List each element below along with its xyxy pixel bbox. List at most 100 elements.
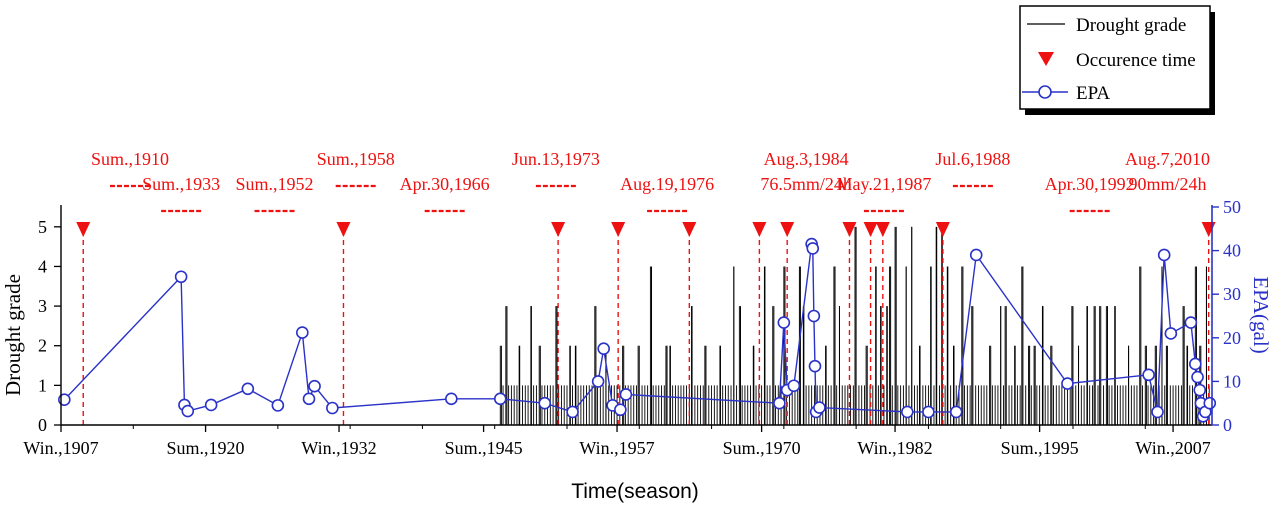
y-left-tick-label: 1: [38, 375, 47, 395]
y-axis-left-title: Drought grade: [1, 274, 25, 396]
epa-point: [922, 405, 935, 419]
event-label: Aug.7,2010: [1125, 149, 1210, 169]
epa-point: [1164, 327, 1178, 340]
y-right-tick-label: 40: [1223, 241, 1241, 261]
occurrence-marker: [336, 222, 351, 237]
epa-point: [1151, 405, 1164, 419]
legend: Drought grade Occurence time EPA: [1019, 5, 1215, 115]
y-right-tick-label: 20: [1223, 328, 1241, 348]
occurrence-marker: [863, 222, 878, 237]
epa-point: [773, 396, 786, 410]
y-right-tick-label: 50: [1223, 197, 1241, 217]
x-tick-label: Sum.,1945: [445, 438, 523, 458]
event-label: Sum.,1952: [236, 174, 314, 194]
epa-point: [302, 392, 316, 406]
epa-point: [808, 359, 822, 373]
x-tick-label: Win.,1957: [579, 438, 654, 458]
epa-point: [326, 401, 339, 415]
event-label: Apr.30,1992: [1045, 174, 1135, 194]
y-right-tick-label: 10: [1223, 371, 1241, 391]
epa-point: [597, 342, 610, 356]
epa-series: [58, 237, 1217, 423]
event-label: Aug.3,1984: [764, 149, 849, 169]
x-tick-label: Win.,1907: [23, 438, 98, 458]
epa-point: [787, 379, 801, 393]
epa-point: [566, 405, 579, 419]
epa-point: [174, 270, 188, 284]
occurrence-marker: [682, 222, 697, 237]
event-label: Apr.30,1966: [400, 174, 490, 194]
event-label: Aug.19,1976: [620, 174, 714, 194]
occurrence-marker: [76, 222, 91, 237]
epa-point: [1142, 368, 1155, 382]
legend-epa-label: EPA: [1076, 83, 1110, 104]
epa-point: [813, 401, 826, 414]
event-label: Jul.6,1988: [935, 149, 1010, 169]
epa-point: [614, 403, 627, 417]
y-left-tick-label: 5: [38, 217, 47, 237]
epa-point: [949, 405, 963, 419]
epa-point: [619, 388, 633, 401]
occurrence-marker: [551, 222, 566, 237]
x-tick-label: Sum.,1920: [167, 438, 245, 458]
y-right-tick-label: 30: [1223, 284, 1241, 304]
y-axis-right-title: EPA(gal): [1249, 276, 1273, 353]
epa-point: [1184, 316, 1198, 329]
event-label: 76.5mm/24h: [760, 174, 852, 194]
epa-point: [777, 316, 791, 329]
epa-point: [296, 326, 309, 339]
legend-occurrence-label: Occurence time: [1076, 50, 1196, 71]
epa-point: [591, 375, 605, 388]
occurrence-marker: [780, 222, 795, 237]
y-left-tick-label: 4: [38, 256, 47, 276]
occurrence-marker: [752, 222, 767, 237]
legend-drought-label: Drought grade: [1076, 15, 1186, 36]
epa-point: [807, 309, 821, 323]
epa-point: [493, 392, 507, 406]
event-label: Sum.,1958: [317, 149, 395, 169]
event-label: Sum.,1933: [142, 174, 220, 194]
epa-point: [1061, 377, 1074, 390]
epa-point: [538, 396, 552, 410]
event-label: May.21,1987: [837, 174, 932, 194]
y-right-tick-label: 0: [1223, 415, 1232, 435]
x-tick-label: Sum.,1970: [723, 438, 801, 458]
occurrence-marker: [611, 222, 626, 237]
legend-epa-swatch-marker: [1038, 85, 1052, 99]
occurrence-marker: [875, 222, 890, 237]
epa-point: [271, 399, 285, 412]
epa-point: [900, 405, 914, 419]
y-left-tick-label: 3: [38, 296, 47, 316]
epa-point: [1203, 396, 1217, 410]
drought-bars: [499, 226, 1213, 425]
x-tick-label: Sum.,1995: [1001, 438, 1079, 458]
occurrence-lines: [76, 222, 1216, 425]
legend-occurrence-marker: [1038, 52, 1054, 66]
x-tick-label: Win.,1932: [301, 438, 376, 458]
x-tick-label: Win.,2007: [1135, 438, 1210, 458]
epa-point: [1193, 383, 1207, 397]
occurrence-marker: [842, 222, 857, 237]
x-tick-label: Win.,1982: [857, 438, 932, 458]
epa-line: [63, 243, 1211, 419]
event-label: 90mm/24h: [1129, 174, 1207, 194]
epa-point: [1189, 357, 1202, 371]
epa-point: [445, 392, 458, 406]
epa-point: [1191, 370, 1204, 384]
epa-point: [969, 248, 983, 262]
event-label: Jun.13,1973: [512, 149, 600, 169]
epa-point: [241, 382, 255, 396]
occurrence-marker: [935, 222, 950, 237]
epa-point: [181, 404, 195, 418]
epa-point: [204, 398, 218, 412]
occurrence-marker: [1201, 222, 1216, 237]
event-label: Sum.,1910: [91, 149, 169, 169]
x-axis-title: Time(season): [571, 480, 699, 503]
epa-point: [1157, 248, 1171, 262]
epa-point: [806, 242, 820, 255]
y-left-tick-label: 2: [38, 336, 47, 356]
epa-point: [308, 379, 321, 393]
